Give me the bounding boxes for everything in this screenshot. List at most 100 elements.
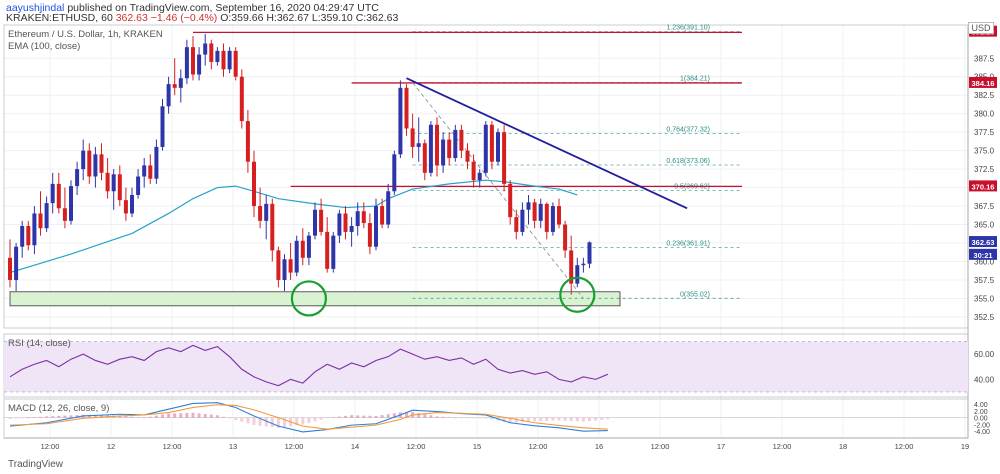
macd-histogram-bar xyxy=(264,417,268,427)
macd-histogram-bar xyxy=(331,417,335,418)
candle-up xyxy=(581,263,586,266)
macd-histogram-bar xyxy=(459,417,463,419)
macd-histogram-bar xyxy=(545,417,549,421)
macd-histogram-bar xyxy=(429,415,433,418)
candle-up xyxy=(136,176,141,195)
price-tick-label: 382.5 xyxy=(974,91,995,100)
fib-level-label: 0.236(361.91) xyxy=(666,240,710,247)
open-value: O:359.66 xyxy=(220,12,264,24)
time-tick-label: 18 xyxy=(839,442,847,451)
candle-down xyxy=(404,87,409,129)
macd-histogram-bar xyxy=(344,415,347,418)
fib-level-label: 0(355.02) xyxy=(680,291,710,298)
macd-histogram-bar xyxy=(447,417,451,418)
price-label-text: 362.63 xyxy=(972,238,995,247)
publish-info: published on TradingView.com, September … xyxy=(67,2,379,14)
macd-histogram-bar xyxy=(502,417,506,422)
fib-trend-dashed-line xyxy=(412,82,584,299)
candle-up xyxy=(526,202,531,210)
macd-histogram-bar xyxy=(51,416,55,418)
time-tick-label: 19 xyxy=(961,442,969,451)
fib-level-label: 1(384.21) xyxy=(680,76,710,83)
macd-histogram-bar xyxy=(191,412,195,418)
candle-up xyxy=(477,172,482,181)
macd-histogram-bar xyxy=(32,417,36,418)
candle-down xyxy=(465,150,470,162)
candle-up xyxy=(441,139,446,166)
candle-down xyxy=(172,84,177,88)
candle-up xyxy=(227,50,232,70)
macd-histogram-bar xyxy=(435,416,439,418)
candle-up xyxy=(496,132,500,162)
macd-histogram-bar xyxy=(551,417,555,421)
price-tick-label: 375.0 xyxy=(974,147,995,156)
macd-histogram-bar xyxy=(142,417,146,419)
candle-up xyxy=(142,165,147,177)
candle-up xyxy=(81,150,86,170)
candle-up xyxy=(203,43,208,55)
author-link[interactable]: aayushjindal xyxy=(6,2,65,14)
macd-histogram-bar xyxy=(350,415,354,418)
candle-up xyxy=(50,183,55,204)
candle-up xyxy=(282,259,287,280)
rsi-band xyxy=(4,341,968,392)
macd-histogram-bar xyxy=(283,417,286,428)
macd-histogram-bar xyxy=(405,412,408,418)
candle-up xyxy=(374,206,378,247)
time-tick-label: 16 xyxy=(595,442,603,451)
macd-histogram-bar xyxy=(319,417,323,420)
price-label-text: 370.16 xyxy=(972,182,995,191)
rsi-line xyxy=(9,344,609,387)
fib-level-label: 1.236(391.10) xyxy=(666,25,710,32)
macd-histogram-bar xyxy=(356,415,360,418)
macd-histogram-bar xyxy=(179,413,183,418)
time-tick-label: 15 xyxy=(473,442,481,451)
candle-down xyxy=(38,213,43,229)
ohlc-line: KRAKEN:ETHUSD, 60 362.63 −1.46 (−0.4%) O… xyxy=(6,12,398,24)
time-tick-label: 12:00 xyxy=(285,442,304,451)
macd-histogram-bar xyxy=(203,413,207,418)
macd-histogram-bar xyxy=(569,417,573,422)
macd-histogram-bar xyxy=(533,417,537,422)
macd-histogram-bar xyxy=(453,417,457,419)
support-circle-marker xyxy=(559,276,596,313)
candle-down xyxy=(87,150,92,177)
candle-down xyxy=(276,250,281,280)
macd-histogram-bar xyxy=(484,417,488,419)
candle-down xyxy=(447,139,452,159)
support-zone-box xyxy=(9,291,621,307)
candle-up xyxy=(44,203,49,229)
macd-histogram-bar xyxy=(148,416,152,418)
macd-histogram-bar xyxy=(594,417,598,421)
candle-down xyxy=(105,172,110,192)
candle-down xyxy=(325,231,330,269)
price-tick-label: 380.0 xyxy=(974,110,995,119)
macd-histogram-bar xyxy=(417,413,421,418)
candle-up xyxy=(428,124,433,173)
candle-up xyxy=(550,206,555,232)
macd-histogram-bar xyxy=(26,417,30,419)
candle-up xyxy=(416,143,421,147)
time-tick-label: 12:00 xyxy=(163,442,182,451)
macd-legend: MACD (12, 26, close, 9) xyxy=(8,403,110,414)
time-tick-label: 14 xyxy=(351,442,359,451)
candle-up xyxy=(14,246,19,280)
macd-histogram-bar xyxy=(472,417,476,419)
macd-histogram-bar xyxy=(118,415,122,418)
tradingview-brand: TradingView xyxy=(8,459,64,470)
last-price: 362.63 xyxy=(115,12,148,24)
candle-down xyxy=(252,161,256,207)
candle-up xyxy=(453,129,458,159)
candle-down xyxy=(123,200,128,214)
macd-histogram-bar xyxy=(386,414,390,418)
close-value: C:362.63 xyxy=(355,12,399,24)
support-circle-marker xyxy=(290,280,327,317)
candle-up xyxy=(392,154,397,192)
macd-histogram-bar xyxy=(87,414,91,418)
price-label-text: 30:21 xyxy=(973,251,992,260)
macd-histogram-bar xyxy=(136,417,140,418)
macd-histogram-bar xyxy=(307,417,311,423)
macd-histogram-bar xyxy=(423,414,427,418)
time-tick-label: 12:00 xyxy=(651,442,670,451)
macd-histogram-bar xyxy=(93,415,97,418)
